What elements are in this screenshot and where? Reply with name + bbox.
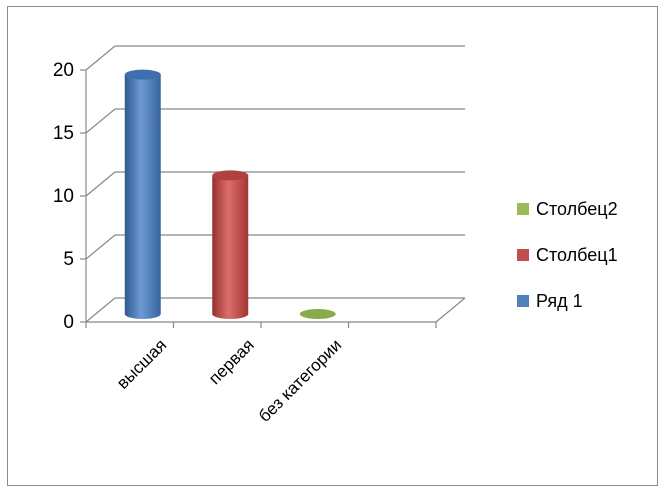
floor-right-edge bbox=[435, 297, 466, 323]
x-tick-label: высшая bbox=[113, 335, 170, 392]
bar-top bbox=[299, 309, 336, 319]
bar bbox=[212, 175, 249, 319]
x-tick-label: первая bbox=[205, 335, 258, 388]
legend-swatch bbox=[517, 203, 529, 215]
gridline-side bbox=[85, 234, 116, 260]
gridline-side bbox=[85, 171, 116, 197]
legend-label: Ряд 1 bbox=[536, 291, 583, 311]
axes bbox=[80, 69, 466, 328]
gridline-side bbox=[85, 297, 116, 323]
y-tick-label: 20 bbox=[53, 60, 74, 81]
y-tick-label: 5 bbox=[63, 249, 74, 270]
gridline-side bbox=[85, 45, 116, 71]
y-tick-labels: 0 5 10 15 20 bbox=[53, 60, 74, 333]
bars bbox=[124, 69, 336, 319]
chart-frame bbox=[7, 6, 658, 486]
legend-label: Столбец1 bbox=[536, 245, 618, 265]
legend-swatch bbox=[517, 295, 529, 307]
bar-top bbox=[212, 170, 249, 181]
legend-label: Столбец2 bbox=[536, 199, 618, 219]
y-tick-label: 10 bbox=[53, 186, 74, 207]
legend: Столбец2 Столбец1 Ряд 1 bbox=[517, 199, 618, 311]
legend-swatch bbox=[517, 249, 529, 261]
bar-top bbox=[124, 69, 161, 80]
gridlines bbox=[85, 45, 465, 323]
gridline-side bbox=[85, 108, 116, 134]
x-tick-label: без категории bbox=[255, 335, 345, 425]
y-tick-label: 15 bbox=[53, 123, 74, 144]
bar bbox=[124, 74, 161, 319]
y-tick-label: 0 bbox=[63, 312, 74, 333]
